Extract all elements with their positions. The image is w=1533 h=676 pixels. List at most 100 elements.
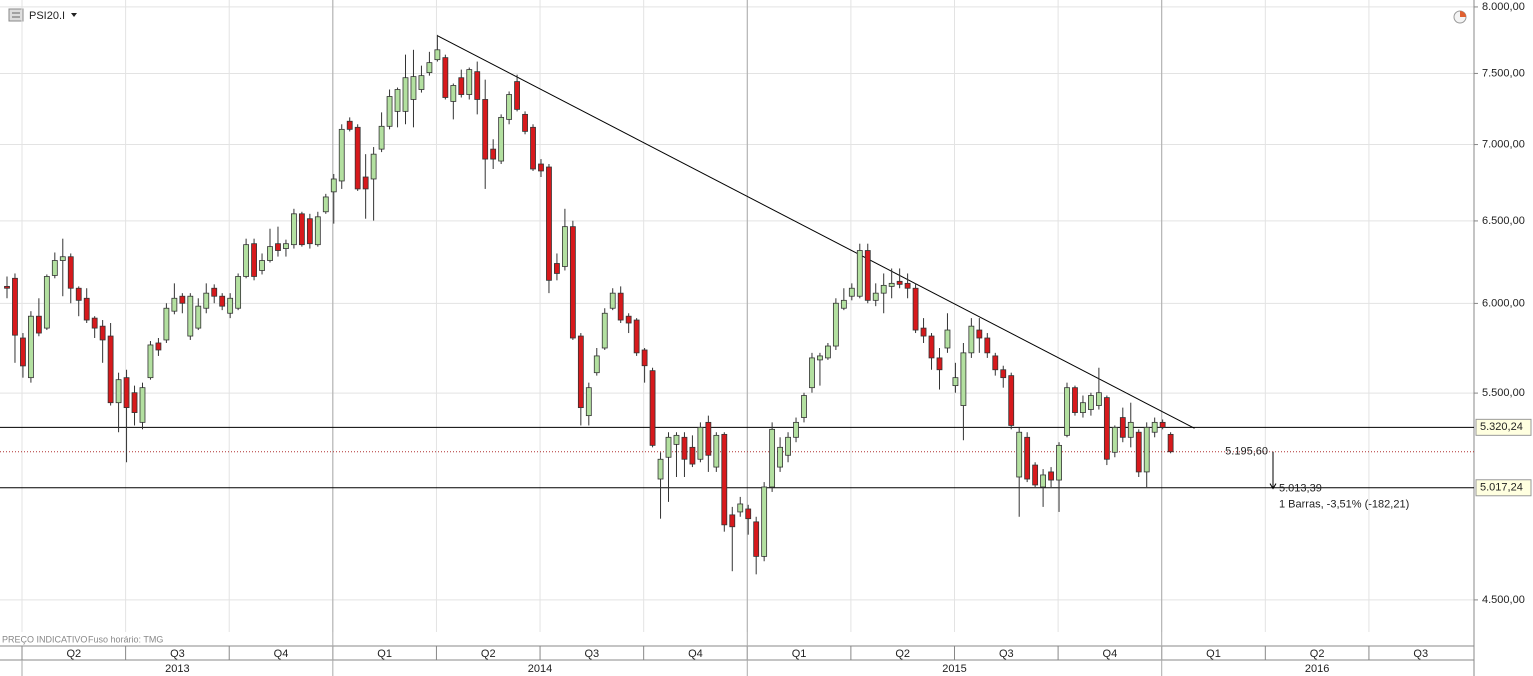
candle-body: [490, 148, 497, 160]
candle-body: [912, 287, 919, 331]
candle-body: [43, 276, 50, 329]
y-tick-label: 4.500,00: [1482, 594, 1525, 606]
candle-body: [864, 250, 871, 301]
candle-body: [601, 312, 608, 349]
candle-body: [577, 335, 584, 409]
x-tick-label: Q1: [1206, 648, 1221, 660]
candle-body: [35, 315, 42, 334]
candle-body: [593, 355, 600, 374]
candle-body: [1072, 387, 1078, 413]
candle-body: [482, 99, 489, 160]
candle-body: [992, 355, 999, 371]
candle-body: [514, 81, 520, 110]
candle-body: [155, 342, 162, 351]
candle-body: [219, 295, 226, 307]
x-tick-label: Q3: [170, 648, 185, 660]
x-tick-label: Q1: [792, 648, 807, 660]
candle-body: [330, 178, 337, 193]
candle-body: [673, 434, 680, 445]
candle-body: [809, 357, 815, 389]
candle-body: [785, 436, 791, 456]
candle-body: [872, 292, 879, 301]
x-tick-label: Q2: [66, 648, 81, 660]
x-tick-label: Q4: [274, 648, 289, 660]
candle-body: [354, 126, 361, 190]
year-label: 2014: [528, 663, 552, 675]
candle-body: [856, 250, 863, 297]
candle-body: [322, 196, 329, 213]
candle-body: [976, 329, 983, 339]
level-label: 5.017,24: [1480, 482, 1523, 494]
y-tick-label: 5.500,00: [1482, 387, 1525, 399]
candle-body: [107, 335, 114, 404]
candle-body: [888, 282, 895, 287]
candle-body: [617, 292, 624, 321]
candle-body: [657, 458, 664, 480]
level-label-box: [1475, 418, 1532, 436]
candle-body: [1032, 464, 1039, 486]
candle-body: [1064, 387, 1070, 436]
candle-body: [633, 319, 640, 354]
settings-icon[interactable]: [1453, 10, 1467, 24]
candle-body: [777, 446, 783, 468]
candle-body: [131, 392, 138, 413]
candle-body: [418, 75, 425, 90]
symbol[interactable]: PSI20.I: [29, 10, 65, 22]
candle-body: [434, 49, 441, 61]
candle-body: [251, 243, 257, 277]
candle-body: [1056, 444, 1062, 481]
y-tick-label: 7.500,00: [1482, 67, 1525, 79]
candle-body: [1080, 402, 1086, 413]
candle-body: [28, 315, 34, 379]
symbol-dropdown[interactable]: [71, 13, 77, 17]
candle-body: [848, 287, 855, 297]
candle-body: [370, 153, 377, 180]
candle-body: [179, 295, 186, 304]
candle-body: [187, 295, 194, 337]
candle-body: [1103, 397, 1110, 460]
candle-body: [139, 387, 146, 423]
candle-body: [466, 69, 473, 95]
x-tick-label: Q4: [1103, 648, 1118, 660]
measure-arrow: [1269, 483, 1277, 490]
footer-note: PREÇO INDICATIVO: [2, 634, 87, 644]
candle-body: [458, 77, 465, 95]
candle-body: [1119, 417, 1126, 438]
candle-body: [1088, 395, 1094, 410]
candle-body: [817, 355, 823, 361]
candle-body: [498, 116, 505, 162]
level-label: 5.320,24: [1480, 421, 1523, 433]
candle-body: [4, 285, 10, 289]
candle-body: [259, 260, 265, 271]
candle-body: [267, 246, 273, 261]
candle-body: [793, 421, 799, 438]
candle-body: [554, 263, 560, 274]
y-tick-label: 6.500,00: [1482, 215, 1525, 227]
candle-body: [745, 508, 752, 520]
x-tick-label: Q4: [688, 648, 703, 660]
last-price-label: 5.195,60: [1225, 446, 1268, 458]
candle-body: [729, 514, 736, 528]
candle-body: [801, 395, 807, 418]
candle-body: [546, 166, 552, 281]
candle-body: [195, 305, 202, 329]
y-tick-label: 6.000,00: [1482, 297, 1525, 309]
y-tick-label: 8.000,00: [1482, 1, 1525, 13]
candle-body: [298, 213, 305, 246]
candle-body: [123, 377, 130, 409]
candle-body: [394, 89, 401, 112]
candle-body: [171, 297, 178, 312]
candle-body: [689, 446, 696, 465]
candle-body: [410, 76, 417, 100]
measure-end-label: 5.013,39: [1279, 482, 1322, 494]
measure-text: 1 Barras, -3,51% (-182,21): [1279, 498, 1409, 510]
candle-body: [832, 302, 839, 347]
candle-body: [880, 284, 887, 294]
candle-body: [1008, 375, 1015, 426]
candle-body: [721, 433, 728, 526]
candle-body: [362, 176, 369, 190]
candle-body: [1143, 426, 1150, 473]
candle-body: [538, 163, 544, 172]
candle-body: [426, 62, 433, 74]
candle-body: [83, 297, 90, 321]
